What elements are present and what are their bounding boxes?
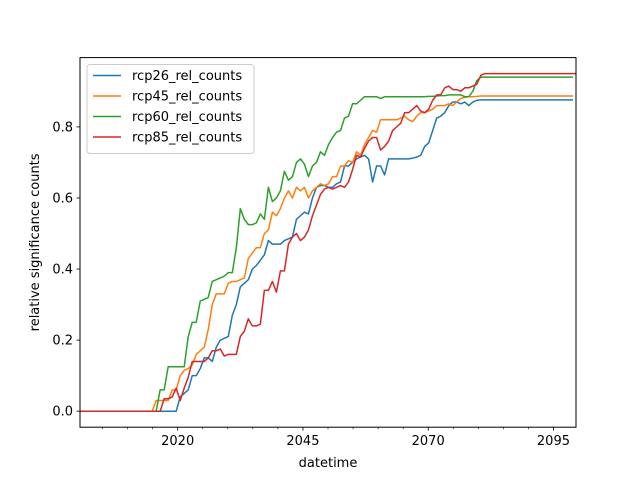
x-tick-label: 2020 [161,434,194,449]
y-tick-label: 0.4 [52,263,73,278]
legend-label-4: rcp85_rel_counts [132,131,242,146]
series-line-4 [80,72,576,412]
y-tick-label: 0.0 [52,405,73,420]
legend: rcp26_rel_counts rcp45_rel_counts rcp60_re… [86,64,255,154]
ticks-layer: 2020 2045 2070 2095 0.0 0.2 0.4 0.6 0.8 [52,120,570,449]
series-line-3 [80,76,573,412]
series-line-1 [80,99,573,412]
plot-frame [79,57,577,428]
legend-label-3: rcp60_rel_counts [132,110,242,125]
legend-label-2: rcp45_rel_counts [132,90,242,105]
x-axis-label: datetime [299,456,358,471]
series-layer [80,72,576,412]
x-tick-label: 2070 [412,434,445,449]
series-line-2 [80,95,573,412]
x-tick-label: 2045 [286,434,319,449]
x-tick-label: 2095 [537,434,570,449]
y-tick-label: 0.6 [52,191,73,206]
y-tick-label: 0.8 [52,120,73,135]
legend-label-1: rcp26_rel_counts [132,69,242,84]
y-axis-label: relative significance counts [28,153,43,331]
y-tick-label: 0.2 [52,334,73,349]
legend-frame [86,64,255,154]
